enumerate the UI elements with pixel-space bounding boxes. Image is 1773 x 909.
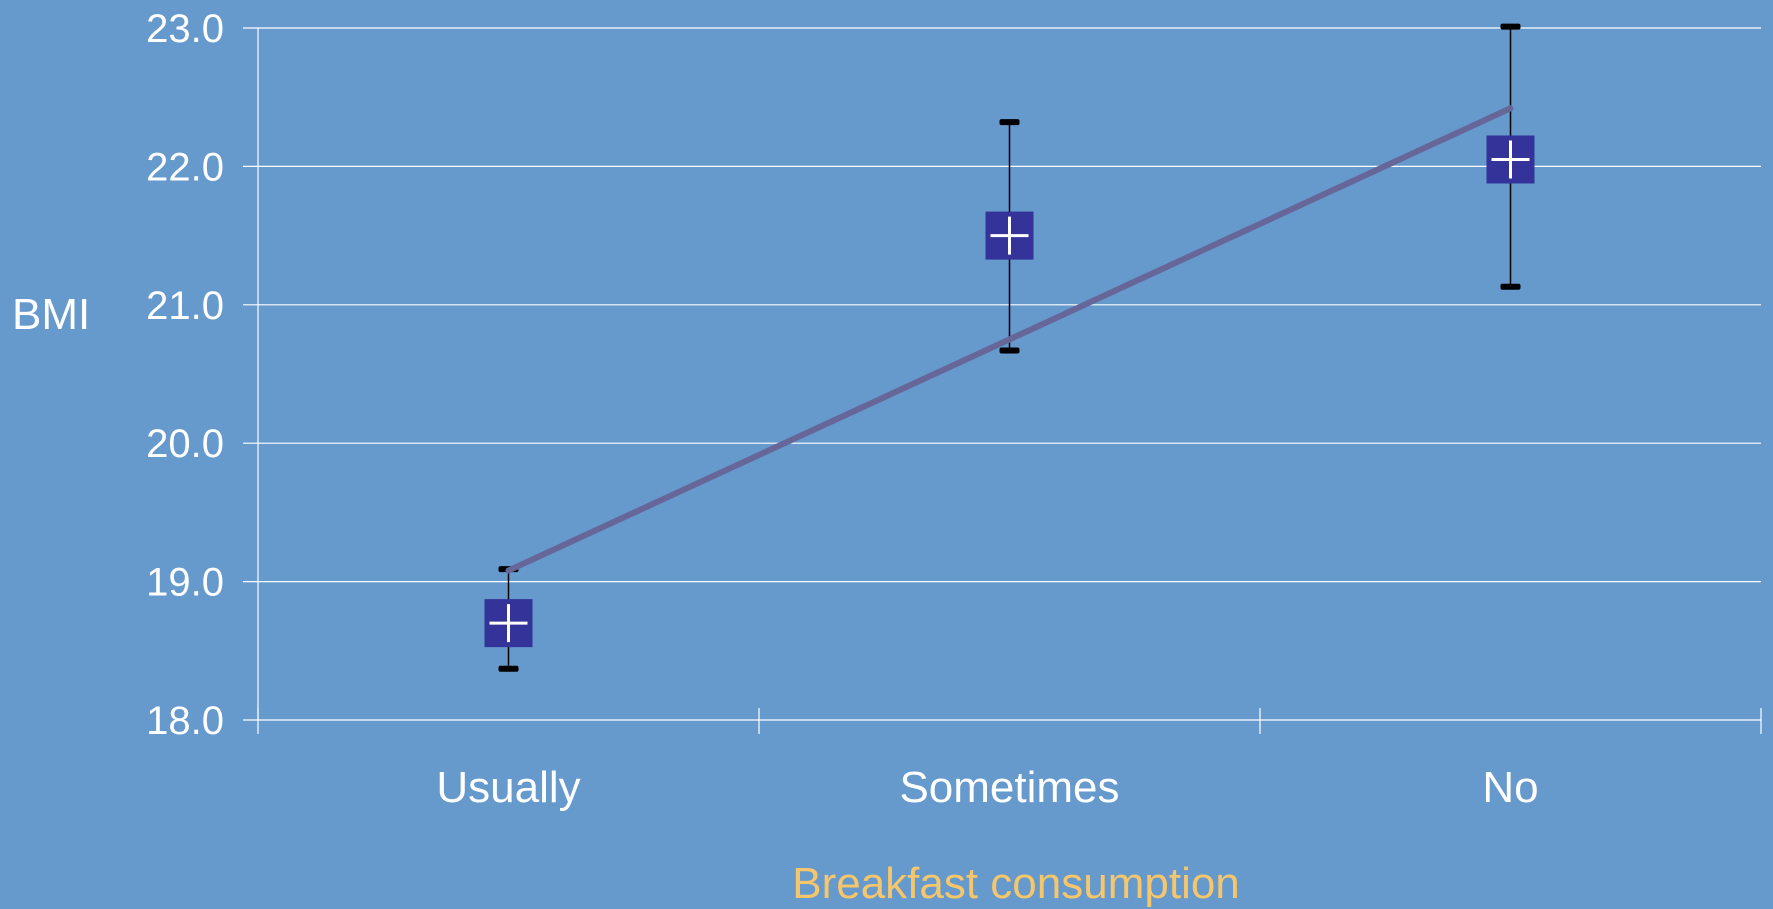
error-bar-cap-high	[1500, 23, 1521, 30]
error-bar-cap-low	[498, 665, 519, 672]
x-category-labels: Usually Sometimes No	[436, 763, 1538, 812]
x-category-label: No	[1482, 763, 1538, 812]
y-tick-label: 18.0	[146, 699, 224, 743]
x-axis-title: Breakfast consumption	[792, 859, 1240, 908]
y-tick-label: 20.0	[146, 422, 224, 466]
gridlines	[243, 27, 1761, 721]
x-category-label: Sometimes	[899, 763, 1119, 812]
y-tick-labels: 18.0 19.0 20.0 21.0 22.0 23.0	[146, 7, 224, 743]
y-tick-label: 23.0	[146, 7, 224, 51]
error-bars	[498, 23, 1521, 672]
y-tick-label: 19.0	[146, 561, 224, 605]
y-tick-label: 22.0	[146, 145, 224, 189]
data-markers	[484, 135, 1535, 648]
trend-line	[505, 105, 1514, 574]
error-bar-cap-low	[1500, 283, 1521, 290]
error-bar-cap-high	[999, 119, 1020, 126]
x-category-label: Usually	[436, 763, 580, 812]
error-bar-cap-low	[999, 347, 1020, 354]
trend-line-group	[505, 105, 1514, 574]
y-axis-title: BMI	[12, 290, 90, 339]
y-tick-label: 21.0	[146, 284, 224, 328]
axes	[257, 28, 1762, 734]
